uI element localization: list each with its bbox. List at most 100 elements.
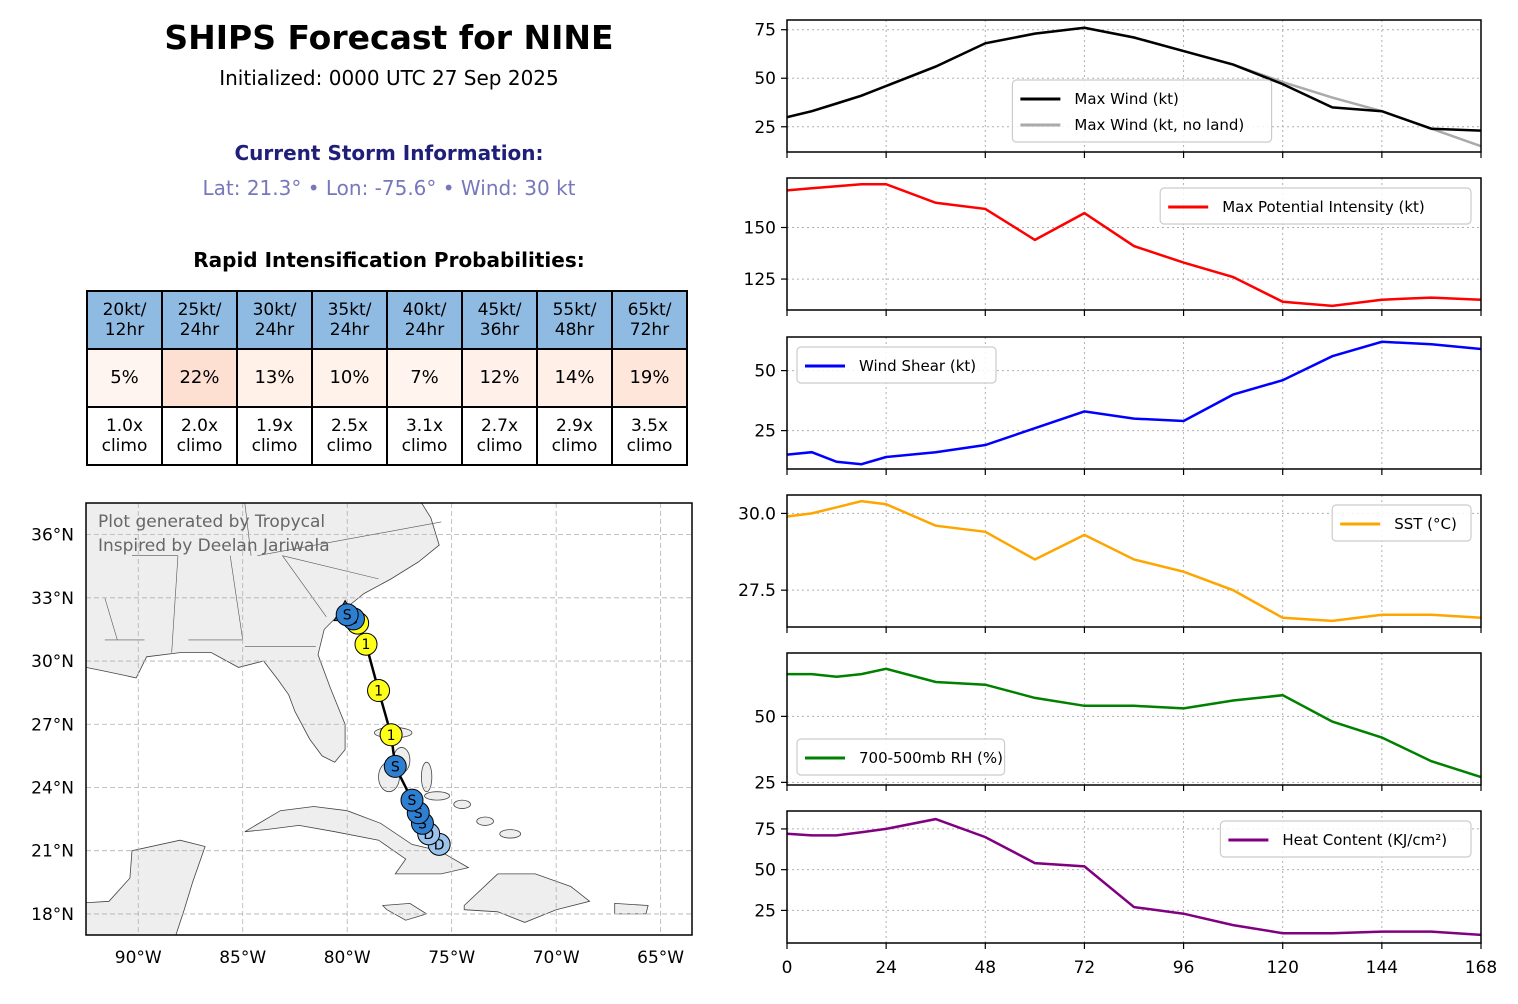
- track-point: [379, 723, 403, 747]
- legend-entry: Heat Content (KJ/cm²): [1282, 831, 1447, 849]
- series-line: [787, 667, 1481, 779]
- lon-tick-label: 75°W: [428, 948, 475, 968]
- ri-climo-cell: 1.9x climo: [236, 406, 313, 466]
- legend-entry: 700-500mb RH (%): [859, 749, 1003, 767]
- lon-tick-label: 85°W: [219, 948, 266, 968]
- series-line: [787, 26, 1481, 132]
- chart-frame: [786, 810, 1482, 944]
- ri-climo-cell: 2.9x climo: [536, 406, 613, 466]
- y-tick-label: 50: [754, 362, 776, 382]
- ri-probability-cell: 22%: [161, 348, 238, 408]
- y-tick-label: 25: [754, 901, 776, 921]
- lat-tick-label: 36°N: [31, 526, 74, 546]
- track-point-label: 1: [374, 684, 383, 700]
- chart-frame: [786, 177, 1482, 311]
- lat-tick-label: 30°N: [31, 652, 74, 672]
- init-time: Initialized: 0000 UTC 27 Sep 2025: [219, 66, 559, 90]
- track-point-label: S: [408, 793, 417, 809]
- chart-frame: [786, 336, 1482, 470]
- ri-row-hdr: 20kt/12hr 25kt/24hr 30kt/24hr 35kt/24hr 40kt…: [86, 290, 688, 350]
- ri-header-cell: 35kt/24hr: [311, 290, 388, 350]
- bahamas-island: [499, 829, 522, 839]
- y-tick-label: 30.0: [738, 504, 776, 524]
- bahamas-island: [420, 761, 433, 793]
- hispaniola-landmass: [463, 873, 591, 923]
- lat-tick-label: 27°N: [31, 715, 74, 735]
- map-frame: [85, 502, 693, 936]
- ri-climo-cell: 3.1x climo: [386, 406, 463, 466]
- lat-tick-label: 24°N: [31, 778, 74, 798]
- x-tick-label: 24: [875, 958, 897, 978]
- state-border: [171, 555, 179, 653]
- legend-box: [1331, 504, 1472, 542]
- forecast-chart-2: 125 150 Max Potential Intensity (kt): [744, 177, 1482, 316]
- ri-probability-cell: 14%: [536, 348, 613, 408]
- track-point: [367, 679, 391, 703]
- bahamas-island: [424, 791, 451, 801]
- legend: Heat Content (KJ/cm²): [1219, 820, 1472, 858]
- ri-header-cell: 45kt/36hr: [461, 290, 538, 350]
- series-line: [787, 340, 1481, 466]
- x-tick-label: 96: [1173, 958, 1195, 978]
- track-point-label: S: [418, 816, 427, 832]
- forecast-chart-4: 27.5 30.0 SST (°C): [738, 494, 1482, 633]
- ri-header-cell: 40kt/24hr: [386, 290, 463, 350]
- chart-frame: [786, 494, 1482, 628]
- lon-tick-label: 70°W: [533, 948, 580, 968]
- x-tick-label: 168: [1465, 958, 1497, 978]
- forecast-chart-5: 25 50 700-500mb RH (%): [754, 652, 1482, 793]
- legend-entry: Max Wind (kt, no land): [1074, 116, 1244, 134]
- legend: 700-500mb RH (%): [796, 738, 1006, 776]
- track-point-label: D: [423, 827, 434, 843]
- y-tick-label: 150: [744, 219, 776, 239]
- legend-box: [1219, 820, 1472, 858]
- ri-climo-cell: 1.0x climo: [86, 406, 163, 466]
- ri-row-prob: 5% 22% 13% 10% 7% 12% 14% 19%: [86, 348, 688, 408]
- y-tick-label: 25: [754, 118, 776, 138]
- forecast-chart-6: 25 50 75 0 24 48 72 96 120 144 168 Heat Content (KJ…: [754, 810, 1497, 978]
- track-map: DDSSSS1111SSPlot generated by TropycalIn…: [31, 502, 693, 968]
- ri-probability-cell: 7%: [386, 348, 463, 408]
- lon-tick-label: 65°W: [637, 948, 684, 968]
- y-tick-label: 125: [744, 270, 776, 290]
- x-tick-label: 144: [1366, 958, 1398, 978]
- legend-entry: Max Wind (kt): [1074, 90, 1179, 108]
- state-border: [229, 555, 244, 641]
- y-tick-label: 50: [754, 707, 776, 727]
- puerto-rico-landmass: [614, 902, 649, 915]
- lat-tick-label: 33°N: [31, 589, 74, 609]
- forecast-chart-1: 25 50 75 Max Wind (kt) Max Wind (kt, no land…: [754, 19, 1482, 158]
- track-point: [400, 788, 424, 812]
- lat-tick-label: 21°N: [31, 842, 74, 862]
- bahamas-island: [453, 799, 471, 809]
- state-border: [244, 503, 252, 556]
- legend-entry: Max Potential Intensity (kt): [1222, 198, 1425, 216]
- storm-info-text: Lat: 21.3° • Lon: -75.6° • Wind: 30 kt: [202, 176, 576, 200]
- chart-frame: [786, 19, 1482, 153]
- y-tick-label: 50: [754, 861, 776, 881]
- legend: Max Wind (kt) Max Wind (kt, no land): [1011, 79, 1273, 143]
- state-border: [282, 555, 379, 580]
- legend-box: [796, 738, 1006, 776]
- lon-tick-label: 80°W: [324, 948, 371, 968]
- state-border: [257, 521, 442, 556]
- legend-box: [796, 346, 997, 384]
- ri-climo-cell: 2.5x climo: [311, 406, 388, 466]
- y-tick-label: 75: [754, 820, 776, 840]
- y-tick-label: 50: [754, 69, 776, 89]
- state-border: [282, 555, 327, 617]
- storm-info-header: Current Storm Information:: [234, 141, 544, 165]
- track-point: [383, 754, 407, 778]
- ri-probability-cell: 13%: [236, 348, 313, 408]
- page-title: SHIPS Forecast for NINE: [164, 18, 614, 57]
- ri-probability-cell: 10%: [311, 348, 388, 408]
- ri-title: Rapid Intensification Probabilities:: [193, 248, 585, 272]
- track-point-label: D: [434, 837, 445, 853]
- series-line: [787, 182, 1481, 308]
- x-tick-label: 0: [782, 958, 793, 978]
- y-tick-label: 25: [754, 422, 776, 442]
- us-landmass: [86, 503, 440, 763]
- ri-header-cell: 20kt/12hr: [86, 290, 163, 350]
- cuba-landmass: [244, 806, 470, 875]
- legend-box: [1159, 187, 1472, 225]
